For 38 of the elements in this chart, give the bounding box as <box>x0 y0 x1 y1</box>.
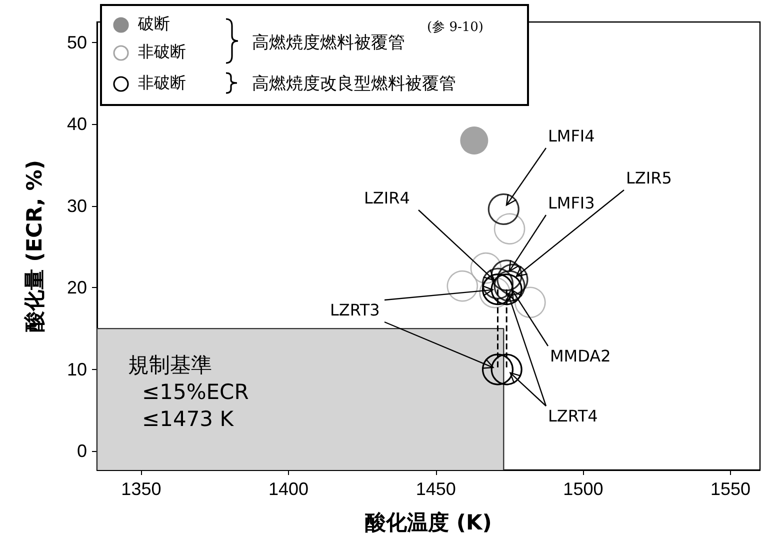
text: LZRT3 <box>330 300 380 320</box>
annotation: 高燃焼度燃料被覆管 <box>252 32 405 54</box>
x-axis-title: 酸化温度 (K) <box>365 510 492 534</box>
point <box>494 213 526 244</box>
annotation: MMDA2 <box>550 346 611 366</box>
annotation: 高燃焼度改良型燃料被覆管 <box>252 73 456 95</box>
annotation: (参 9-10) <box>427 19 484 36</box>
x-tick-label: 1450 <box>416 479 456 499</box>
text: LZRT4 <box>548 406 598 426</box>
legend-label: 非破断 <box>138 73 186 94</box>
x-tick-label: 1550 <box>710 479 751 499</box>
point <box>482 268 514 300</box>
y-tick-label: 20 <box>66 278 87 298</box>
point <box>514 286 546 318</box>
y-axis-title: 酸化量 (ECR, %) <box>22 160 46 332</box>
y-tick-label: 10 <box>66 359 87 380</box>
y-tick-label: 50 <box>66 32 87 52</box>
point <box>460 126 488 155</box>
legend-label: 非破断 <box>138 42 186 63</box>
y-tick-label: 30 <box>66 196 87 216</box>
point <box>482 354 514 386</box>
point <box>490 260 522 292</box>
point <box>490 354 522 386</box>
x-tick-label: 1350 <box>121 479 162 499</box>
point <box>496 264 528 296</box>
point <box>470 252 502 284</box>
legend-label: 破断 <box>138 14 170 35</box>
annotation: LMFI3 <box>548 194 595 212</box>
annotation: LMFI4 <box>548 126 595 146</box>
x-tick-label: 1400 <box>268 479 309 499</box>
annotation: 規制基準 ≤15%ECR ≤1473 K <box>128 352 249 433</box>
point <box>446 270 478 302</box>
y-tick-label: 40 <box>66 114 87 134</box>
x-tick-label: 1500 <box>563 479 604 499</box>
y-tick-label: 0 <box>76 441 87 462</box>
annotation: LZIR4 <box>364 188 410 208</box>
annotation: LZIR5 <box>626 168 672 188</box>
point <box>488 193 520 226</box>
